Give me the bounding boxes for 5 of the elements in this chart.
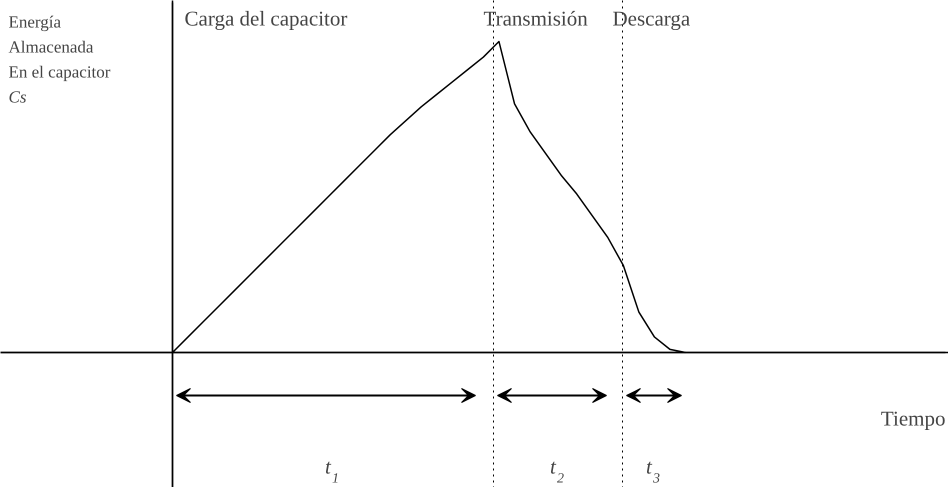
text: Tiempo — [880, 406, 946, 430]
y-axis-title: Energía Almacenada En el capacitor Cs — [8, 12, 111, 106]
text: Transmisión — [484, 6, 588, 30]
text: Carga del capacitor — [184, 6, 348, 30]
text: Descarga — [612, 6, 691, 30]
